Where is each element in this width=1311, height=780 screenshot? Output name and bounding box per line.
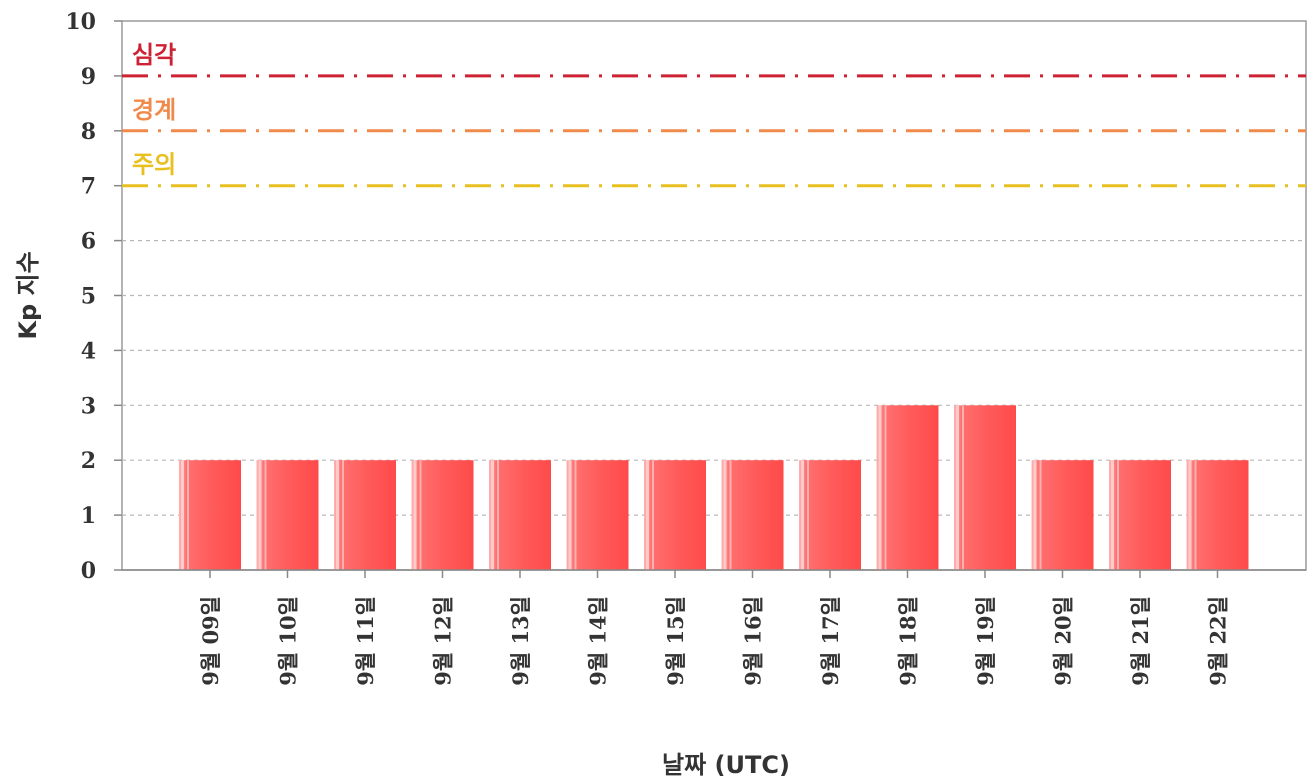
x-tick-label: 9월 09일: [198, 596, 223, 686]
bar-highlight: [878, 405, 882, 570]
bar: [1031, 460, 1094, 570]
x-tick-label: 9월 13일: [508, 596, 533, 686]
bar-layer: [179, 405, 1249, 570]
bar: [256, 460, 319, 570]
bar-highlight: [801, 460, 804, 570]
y-tick-label: 8: [81, 119, 96, 145]
bar-highlight: [1039, 460, 1042, 570]
x-tick-label: 9월 15일: [663, 596, 688, 686]
y-tick-label: 2: [81, 448, 96, 474]
bar-body: [1109, 460, 1171, 570]
x-tick-label: 9월 20일: [1051, 596, 1076, 686]
bar-body: [489, 460, 551, 570]
bar-highlight: [336, 460, 339, 570]
bar-highlight: [807, 460, 809, 570]
bar-body: [1031, 460, 1094, 570]
bar: [1109, 460, 1171, 570]
bar-highlight: [884, 405, 887, 570]
y-tick-label: 9: [81, 64, 96, 90]
threshold-layer: [122, 74, 1306, 188]
y-tick-label: 6: [81, 229, 96, 255]
bar: [799, 460, 861, 570]
bar-highlight: [419, 460, 422, 570]
bar: [489, 460, 551, 570]
bar-highlight: [962, 405, 964, 570]
y-tick-label: 4: [81, 338, 96, 364]
x-tick-label: 9월 10일: [276, 596, 301, 686]
bar-body: [1186, 460, 1249, 570]
bar-body: [179, 460, 241, 570]
bar-highlight: [568, 460, 572, 570]
y-axis-title: Kp 지수: [14, 251, 42, 339]
bar-highlight: [1188, 460, 1192, 570]
bar-highlight: [413, 460, 417, 570]
x-tick-label: 9월 12일: [431, 596, 456, 686]
bar: [566, 460, 629, 570]
x-tick-label: 9월 16일: [741, 596, 766, 686]
bar-highlight: [574, 460, 577, 570]
bar: [954, 405, 1016, 570]
bar-body: [954, 405, 1016, 570]
bar: [334, 460, 396, 570]
bar-highlight: [491, 460, 494, 570]
x-tick-label: 9월 14일: [586, 596, 611, 686]
bar-highlight: [181, 460, 184, 570]
y-tick-label: 5: [81, 284, 96, 310]
bar: [411, 460, 474, 570]
bar: [179, 460, 241, 570]
bar-highlight: [723, 460, 727, 570]
bar: [1186, 460, 1249, 570]
bar-body: [721, 460, 784, 570]
x-axis-title: 날짜 (UTC): [662, 751, 790, 779]
bar-highlight: [187, 460, 189, 570]
threshold-label: 경계: [132, 96, 176, 124]
bar-body: [334, 460, 396, 570]
bar-highlight: [1033, 460, 1037, 570]
bar: [644, 460, 706, 570]
y-tick-label: 1: [81, 503, 96, 529]
bar-body: [566, 460, 629, 570]
bar: [721, 460, 784, 570]
bar-highlight: [1117, 460, 1119, 570]
grid-layer: [121, 20, 1307, 571]
bar-highlight: [258, 460, 262, 570]
bar-highlight: [342, 460, 344, 570]
bar-highlight: [1194, 460, 1197, 570]
threshold-label: 주의: [132, 151, 176, 179]
bar-highlight: [652, 460, 654, 570]
x-tick-label: 9월 18일: [896, 596, 921, 686]
threshold-label: 심각: [132, 41, 176, 69]
bar-highlight: [264, 460, 267, 570]
y-tick-label: 0: [81, 558, 96, 584]
bar-highlight: [497, 460, 499, 570]
axis-layer: [114, 20, 1306, 578]
bar-body: [876, 405, 939, 570]
x-tick-label: 9월 22일: [1206, 596, 1231, 686]
y-tick-label: 7: [81, 174, 96, 200]
x-tick-label: 9월 17일: [818, 596, 843, 686]
bar-highlight: [1111, 460, 1114, 570]
x-tick-label: 9월 11일: [353, 596, 378, 686]
x-tick-label: 9월 19일: [973, 596, 998, 686]
y-tick-label: 3: [81, 393, 96, 419]
bar-body: [411, 460, 474, 570]
bar-highlight: [729, 460, 732, 570]
bar-body: [256, 460, 319, 570]
bar: [876, 405, 939, 570]
y-tick-label: 10: [65, 9, 96, 35]
bar-highlight: [646, 460, 649, 570]
bar-body: [644, 460, 706, 570]
bar-body: [799, 460, 861, 570]
bar-highlight: [956, 405, 959, 570]
x-tick-label: 9월 21일: [1128, 596, 1153, 686]
